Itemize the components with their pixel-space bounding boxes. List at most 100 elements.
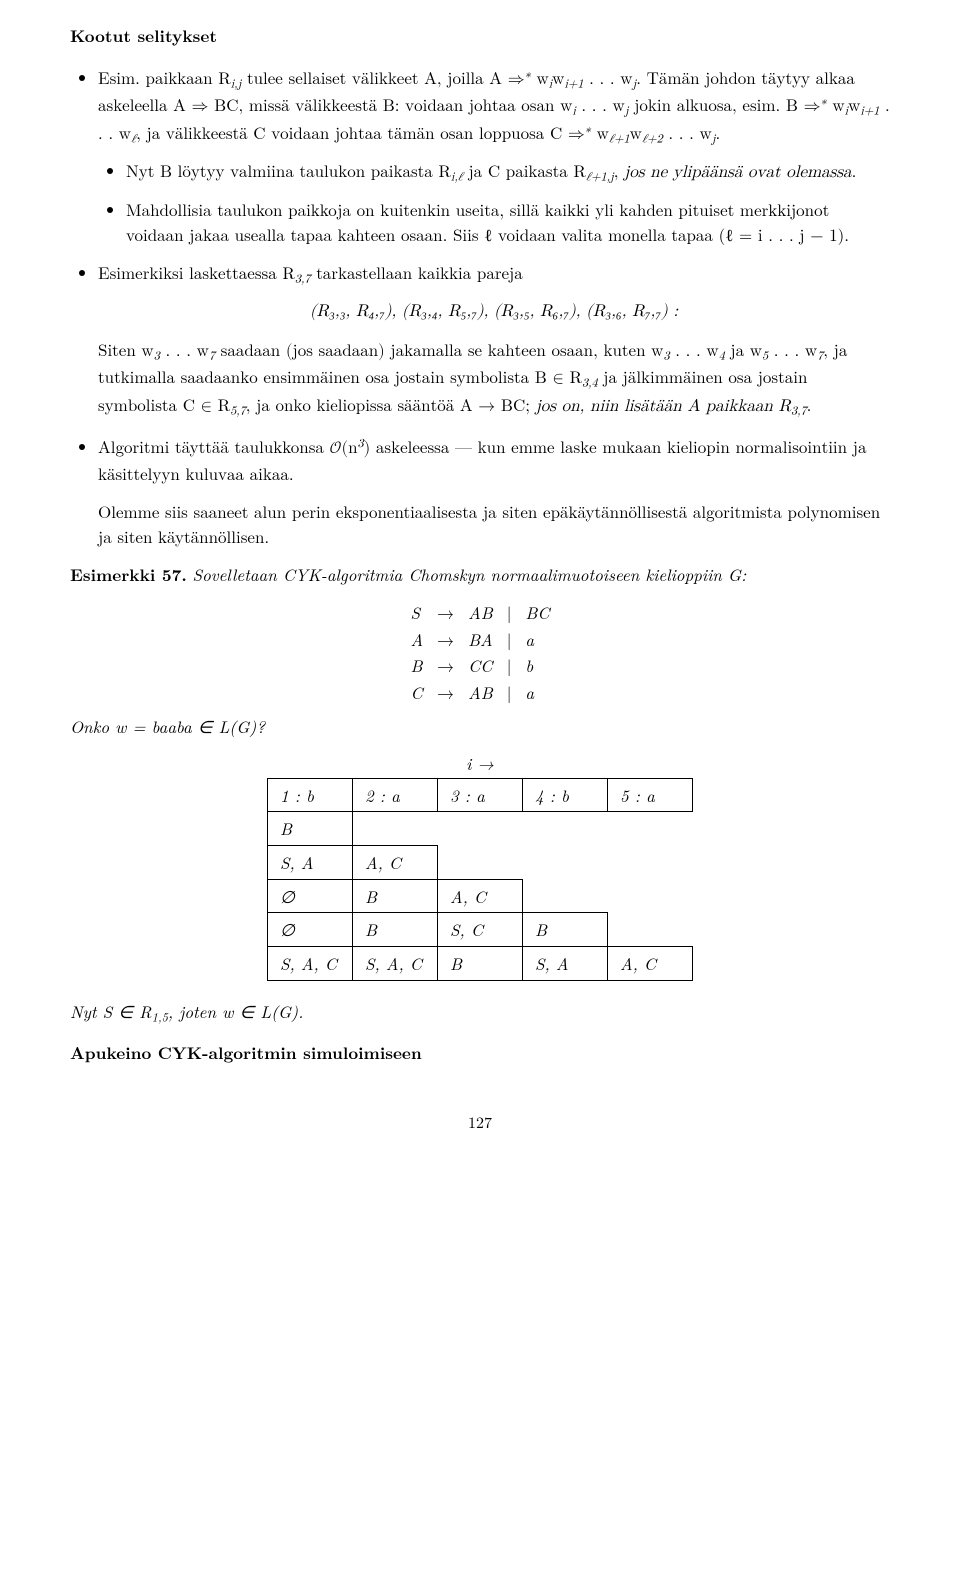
table-row: 1 : b 2 : a 3 : a 4 : b 5 : a — [268, 778, 693, 812]
txt: Esimerkiksi laskettaessa R — [98, 266, 295, 283]
sub: 5,7 — [230, 405, 246, 417]
txt: Nyt B löytyy valmiina taulukon paikasta … — [126, 164, 451, 181]
inner-bullet-list: Nyt B löytyy valmiina taulukon paikasta … — [98, 158, 890, 247]
sub: i,j — [231, 78, 242, 90]
txt: . . . w — [583, 71, 632, 88]
txt: , — [614, 164, 624, 181]
grammar-rhs: b — [525, 653, 549, 678]
bullet-list: Esim. paikkaan Ri,j tulee sellaiset väli… — [70, 65, 890, 549]
txt: , joten w ∈ L(G). — [168, 999, 304, 1023]
arrow-icon: → — [437, 653, 454, 678]
table-cell: B — [353, 913, 438, 947]
txt: w — [531, 71, 549, 88]
table-cell: S, A, C — [353, 946, 438, 980]
bullet-item: Algoritmi täyttää taulukkonsa 𝒪(n3) aske… — [98, 434, 890, 549]
txt: w — [848, 98, 860, 115]
txt: (n — [341, 440, 357, 457]
pipe-icon: | — [507, 680, 512, 705]
txt: . . . w — [576, 98, 625, 115]
example-intro: Esimerkki 57. Sovelletaan CYK-algoritmia… — [70, 562, 890, 588]
table-cell: B — [353, 879, 438, 913]
table-cell: 3 : a — [438, 778, 523, 812]
page-number: 127 — [70, 1110, 890, 1133]
body-text: Nyt B löytyy valmiina taulukon paikasta … — [126, 164, 856, 181]
table-cell: S, C — [438, 913, 523, 947]
txt: . — [715, 126, 720, 143]
bullet-item: Esimerkiksi laskettaessa R3,7 tarkastell… — [98, 260, 890, 419]
table-cell-empty — [608, 913, 693, 947]
txt: , ja onko kieliopissa sääntöä A → BC; — [246, 398, 536, 415]
table-cell: 5 : a — [608, 778, 693, 812]
txt: tarkastellaan kaikkia pareja — [311, 266, 523, 283]
grammar-lhs: C — [410, 680, 423, 705]
arrow-icon: → — [437, 627, 454, 652]
table-cell: S, A, C — [268, 946, 353, 980]
txt: Nyt S ∈ R — [70, 999, 152, 1023]
inner-bullet-item: Mahdollisia taulukon paikkoja on kuitenk… — [126, 197, 890, 246]
txt: . — [807, 398, 812, 415]
pipe-icon: | — [507, 627, 512, 652]
txt: ja C paikasta R — [463, 164, 586, 181]
example-question: Onko w = baaba ∈ L(G)? — [70, 714, 890, 739]
table-cell-empty — [523, 879, 608, 913]
italic-text: jos on, niin lisätään A paikkaan R3,7 — [536, 398, 807, 415]
arrow-icon: → — [437, 680, 454, 705]
table-row: S, A, C S, A, C B S, A A, C — [268, 946, 693, 980]
txt: . . . w — [663, 126, 712, 143]
paragraph: Algoritmi täyttää taulukkonsa 𝒪(n3) aske… — [98, 434, 890, 489]
grammar-rhs: CC — [468, 653, 493, 678]
table-cell-empty — [608, 879, 693, 913]
table-cell: B — [523, 913, 608, 947]
inner-bullet-item: Nyt B löytyy valmiina taulukon paikasta … — [126, 158, 890, 186]
pipe-icon: | — [507, 600, 512, 625]
cyk-table: 1 : b 2 : a 3 : a 4 : b 5 : a B S, A A, … — [267, 778, 693, 981]
body-text: Esimerkiksi laskettaessa R3,7 tarkastell… — [98, 266, 523, 283]
sub: i,ℓ — [451, 171, 463, 183]
display-math: (R₃,₃, R₄,₇), (R₃,₄, R₅,₇), (R₃,₅, R₆,₇)… — [98, 300, 890, 325]
sub: 1,5 — [152, 1007, 168, 1025]
cyk-table-wrap: i → 1 : b 2 : a 3 : a 4 : b 5 : a B S, A… — [70, 751, 890, 980]
pipe-icon: | — [507, 653, 512, 678]
sub: 3,4 — [582, 378, 598, 390]
sub: ℓ+1 — [609, 133, 630, 145]
txt: tulee sellaiset välikkeet A, joilla A ⇒ — [241, 71, 524, 88]
paragraph: Olemme siis saaneet alun perin eksponent… — [98, 499, 890, 548]
big-o: 𝒪 — [330, 440, 342, 457]
table-cell-empty — [353, 812, 438, 846]
grammar-rhs: a — [525, 680, 549, 705]
txt: saadaan (jos saadaan) jakamalla se kahte… — [215, 343, 663, 360]
txt: Siten w — [98, 343, 154, 360]
table-cell: 2 : a — [353, 778, 438, 812]
table-cell-empty — [608, 812, 693, 846]
table-cell: 1 : b — [268, 778, 353, 812]
table-cell: A, C — [438, 879, 523, 913]
table-cell-empty — [438, 846, 523, 880]
txt: w — [552, 71, 564, 88]
table-cell: B — [268, 812, 353, 846]
sub: i+1 — [564, 78, 583, 90]
txt: w — [827, 98, 845, 115]
table-cell-empty — [608, 846, 693, 880]
grammar-lhs: B — [410, 653, 423, 678]
table-cell-empty — [438, 812, 523, 846]
txt: w — [591, 126, 609, 143]
table-cell-empty — [523, 812, 608, 846]
arrow-icon: → — [437, 600, 454, 625]
example-text: Sovelletaan CYK-algoritmia Chomskyn norm… — [193, 562, 747, 586]
table-cell-empty — [523, 846, 608, 880]
table-cell: A, C — [353, 846, 438, 880]
table-row: ∅ B A, C — [268, 879, 693, 913]
txt: . . . w — [160, 343, 209, 360]
table-cell: S, A — [523, 946, 608, 980]
sub: i+1 — [860, 106, 879, 118]
section-heading: Kootut selitykset — [70, 24, 890, 49]
grammar-lhs: A — [410, 627, 423, 652]
table-cell: ∅ — [268, 879, 353, 913]
math-expr: (R₃,₃, R₄,₇), (R₃,₄, R₅,₇), (R₃,₅, R₆,₇)… — [310, 303, 678, 320]
grammar-lhs: S — [410, 600, 423, 625]
grammar-rules: S→AB|BC A→BA|a B→CC|b C→AB|a — [70, 600, 890, 705]
txt: jos on, niin lisätään A paikkaan R — [536, 398, 791, 415]
table-row: S, A A, C — [268, 846, 693, 880]
table-row: ∅ B S, C B — [268, 913, 693, 947]
txt: , ja välikkeestä C voidaan johtaa tämän … — [136, 126, 585, 143]
